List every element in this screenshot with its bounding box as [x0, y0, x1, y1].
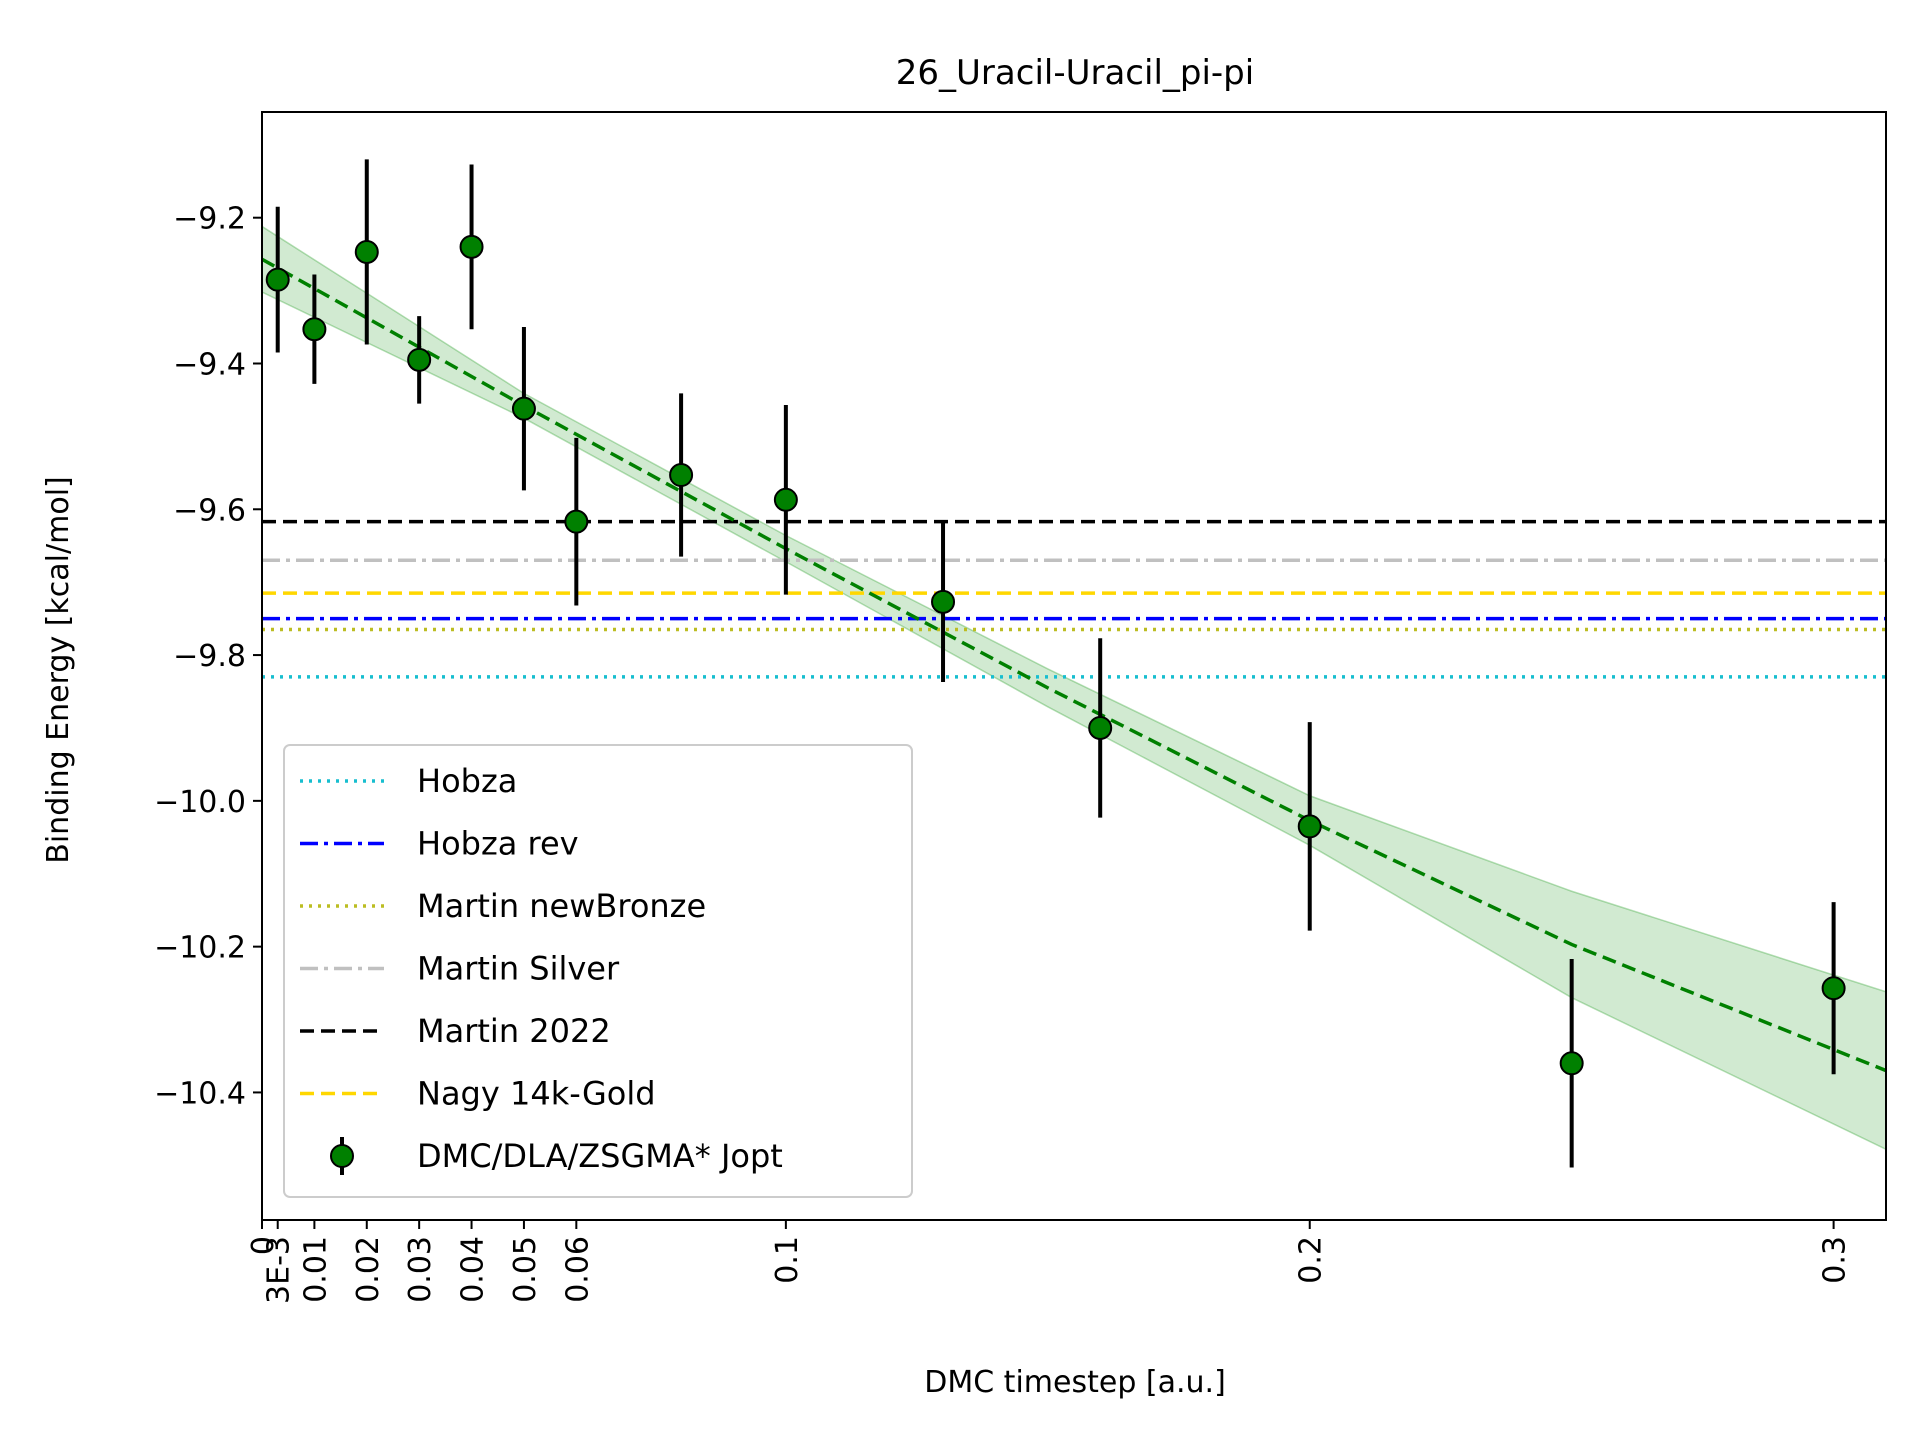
x-tick-label: 0.03: [403, 1236, 438, 1303]
x-tick-label: 0.1: [770, 1236, 805, 1284]
data-point: [773, 487, 798, 512]
y-tick-label: −10.2: [154, 931, 246, 966]
data-point: [669, 463, 694, 488]
x-tick-label: 0: [246, 1236, 281, 1255]
data-point: [1088, 715, 1113, 740]
data-point: [354, 239, 379, 264]
y-tick-label: −10.0: [154, 785, 246, 820]
data-point: [511, 396, 536, 421]
x-tick-label: 0.3: [1818, 1236, 1853, 1284]
legend-swatch: [330, 1144, 354, 1168]
plot-area: −9.2 −9.4 −9.6 −9.8 −10.0 −10.2 −10.4 03E-3 0.01…: [154, 111, 1887, 1304]
fit-confidence-band: [262, 225, 1886, 1151]
data-point: [1297, 814, 1322, 839]
x-tick-label: 3E-3: [262, 1236, 297, 1304]
data-point: [1821, 976, 1846, 1001]
x-tick-label: 0.06: [560, 1236, 595, 1303]
legend-label: Martin Silver: [417, 950, 620, 988]
data-point: [302, 317, 327, 342]
data-point: [931, 589, 956, 614]
x-tick-label: 0.04: [456, 1236, 491, 1303]
x-tick-label: 0.02: [351, 1236, 386, 1303]
data-point: [407, 347, 432, 372]
legend-label: DMC/DLA/ZSGMA* Jopt: [417, 1137, 783, 1175]
data-point: [459, 234, 484, 259]
data-point: [564, 509, 589, 534]
axes-frame: [261, 111, 1887, 1221]
y-tick-label: −10.4: [154, 1076, 246, 1111]
y-tick-label: −9.6: [173, 493, 246, 528]
x-tick-label: 0.2: [1294, 1236, 1329, 1284]
legend-label: Hobza rev: [417, 825, 579, 863]
y-tick-label: −9.2: [173, 202, 246, 237]
x-tick-label: 0.05: [508, 1236, 543, 1303]
legend-box: [283, 744, 913, 1198]
legend-label: Martin 2022: [417, 1012, 611, 1050]
legend-label: Hobza: [417, 762, 517, 800]
y-tick-label: −9.8: [173, 639, 246, 674]
legend: Hobza Hobza rev Martin newBronze Martin Sil…: [283, 744, 913, 1198]
legend-label: Nagy 14k-Gold: [417, 1075, 656, 1113]
data-point: [265, 267, 290, 292]
y-tick-label: −9.4: [173, 347, 246, 382]
x-axis-label: DMC timestep [a.u.]: [924, 1365, 1226, 1400]
x-tick-label: 0.01: [298, 1236, 333, 1303]
chart-title: 26_Uracil-Uracil_pi-pi: [896, 53, 1254, 93]
y-axis-label: Binding Energy [kcal/mol]: [41, 476, 76, 863]
legend-label: Martin newBronze: [417, 887, 706, 925]
data-point: [1559, 1051, 1584, 1076]
